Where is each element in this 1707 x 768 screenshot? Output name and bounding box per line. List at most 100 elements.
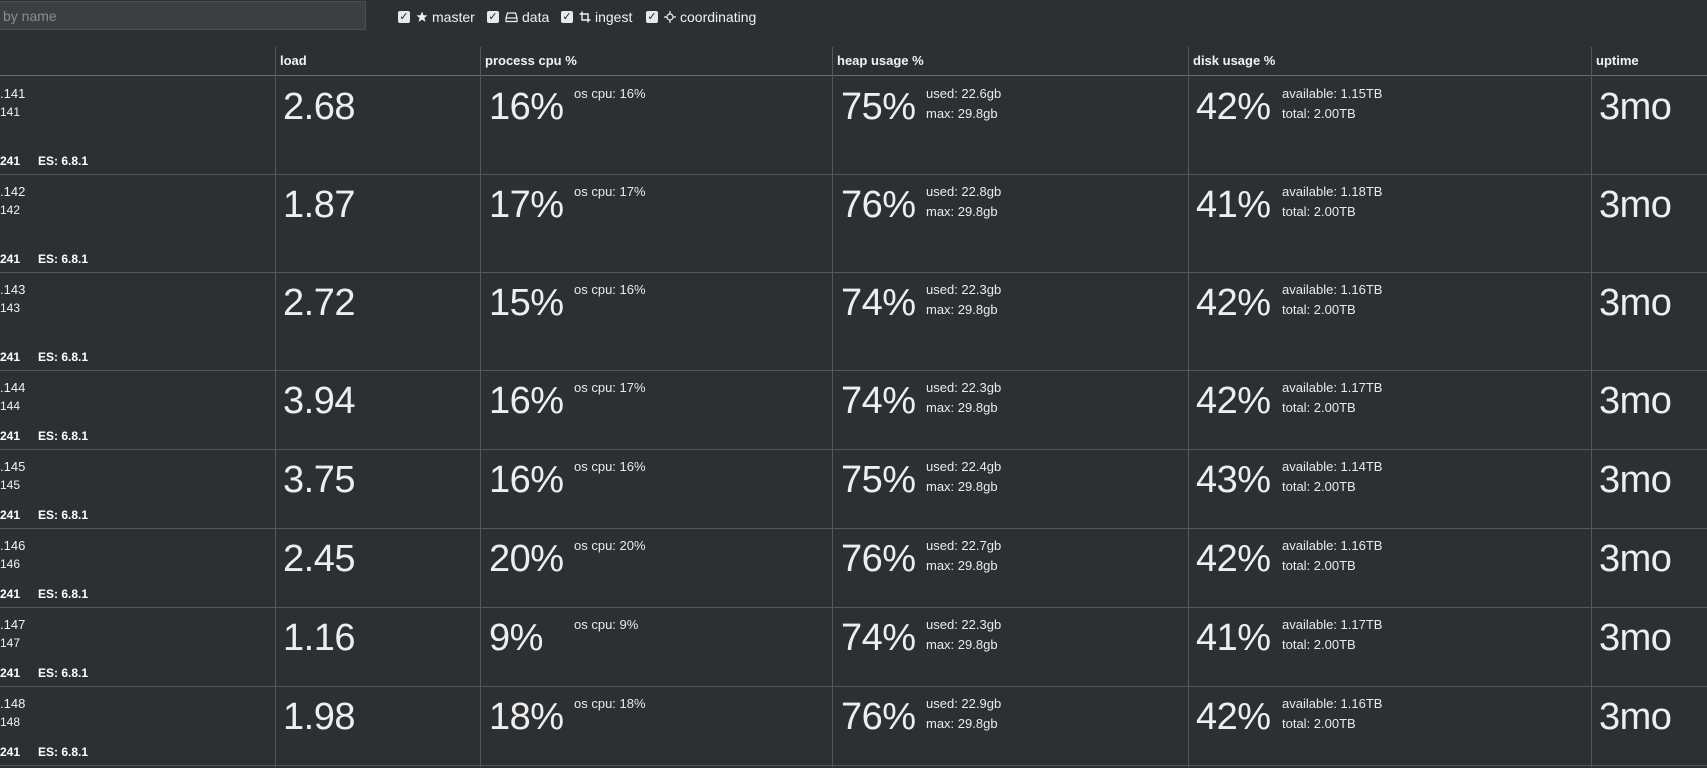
table-row[interactable]: .145 145 241 ES: 6.8.1 3.75 16% os cpu: 1… <box>0 449 1707 529</box>
disk-available: available: 1.16TB <box>1282 282 1383 297</box>
table-row[interactable]: .146 146 241 ES: 6.8.1 2.45 20% os cpu: 2… <box>0 528 1707 608</box>
data-checkbox[interactable]: ✓ <box>487 10 499 23</box>
heap-used: used: 22.3gb <box>926 380 1002 395</box>
node-id: 241 <box>0 154 21 168</box>
coordinating-checkbox[interactable]: ✓ <box>646 10 658 23</box>
cpu-value: 16% <box>489 86 564 128</box>
drive-icon <box>505 11 518 23</box>
heap-value: 74% <box>841 617 916 659</box>
node-ip: 142 <box>0 203 21 217</box>
node-version: ES: 6.8.1 <box>38 252 89 266</box>
node-footer: 241 ES: 6.8.1 <box>0 587 106 601</box>
heap-used: used: 22.9gb <box>926 696 1002 711</box>
node-version: ES: 6.8.1 <box>38 508 89 522</box>
column-header-uptime[interactable]: uptime <box>1596 53 1639 68</box>
uptime-value: 3mo <box>1599 282 1672 324</box>
uptime-value: 3mo <box>1599 459 1672 501</box>
cpu-value: 15% <box>489 282 564 324</box>
node-id: 241 <box>0 350 21 364</box>
node-host[interactable]: .148 <box>0 696 26 711</box>
table-row[interactable]: .143 143 241 ES: 6.8.1 2.72 15% os cpu: 1… <box>0 272 1707 371</box>
disk-available: available: 1.15TB <box>1282 86 1383 101</box>
node-host[interactable]: .146 <box>0 538 26 553</box>
column-divider <box>832 47 833 767</box>
table-row[interactable]: .144 144 241 ES: 6.8.1 3.94 16% os cpu: 1… <box>0 370 1707 450</box>
column-header-heap[interactable]: heap usage % <box>837 53 924 68</box>
node-footer: 241 ES: 6.8.1 <box>0 508 106 522</box>
node-host[interactable]: .145 <box>0 459 26 474</box>
cpu-value: 17% <box>489 184 564 226</box>
os-cpu-value: os cpu: 16% <box>574 282 646 297</box>
uptime-value: 3mo <box>1599 696 1672 738</box>
disk-value: 42% <box>1196 538 1271 580</box>
table-row[interactable]: .141 141 241 ES: 6.8.1 2.68 16% os cpu: 1… <box>0 76 1707 175</box>
heap-value: 76% <box>841 184 916 226</box>
heap-max: max: 29.8gb <box>926 558 998 573</box>
column-header-cpu[interactable]: process cpu % <box>485 53 577 68</box>
node-host[interactable]: .147 <box>0 617 26 632</box>
filter-data[interactable]: ✓ data <box>487 8 549 26</box>
disk-total: total: 2.00TB <box>1282 716 1356 731</box>
node-version: ES: 6.8.1 <box>38 587 89 601</box>
table-row[interactable]: .148 148 241 ES: 6.8.1 1.98 18% os cpu: 1… <box>0 686 1707 766</box>
node-ip: 146 <box>0 557 21 571</box>
disk-available: available: 1.16TB <box>1282 538 1383 553</box>
node-host[interactable]: .143 <box>0 282 26 297</box>
disk-total: total: 2.00TB <box>1282 479 1356 494</box>
disk-value: 42% <box>1196 380 1271 422</box>
heap-value: 75% <box>841 86 916 128</box>
heap-used: used: 22.3gb <box>926 617 1002 632</box>
node-footer: 241 ES: 6.8.1 <box>0 666 106 680</box>
table-row[interactable]: .147 147 241 ES: 6.8.1 1.16 9% os cpu: 9%… <box>0 607 1707 687</box>
disk-available: available: 1.16TB <box>1282 696 1383 711</box>
heap-max: max: 29.8gb <box>926 302 998 317</box>
node-footer: 241 ES: 6.8.1 <box>0 745 106 759</box>
disk-total: total: 2.00TB <box>1282 637 1356 652</box>
node-version: ES: 6.8.1 <box>38 350 89 364</box>
node-host[interactable]: .141 <box>0 86 26 101</box>
column-divider <box>1188 47 1189 767</box>
load-value: 1.98 <box>283 696 355 738</box>
heap-max: max: 29.8gb <box>926 716 998 731</box>
filter-master[interactable]: ✓ master <box>398 8 475 26</box>
master-checkbox[interactable]: ✓ <box>398 10 410 23</box>
column-header-disk[interactable]: disk usage % <box>1193 53 1276 68</box>
disk-available: available: 1.17TB <box>1282 380 1383 395</box>
filter-ingest-label: ingest <box>595 9 633 25</box>
node-id: 241 <box>0 745 21 759</box>
load-value: 1.87 <box>283 184 355 226</box>
ingest-checkbox[interactable]: ✓ <box>561 10 573 23</box>
table-header: load process cpu % heap usage % disk usa… <box>0 47 1707 76</box>
node-footer: 241 ES: 6.8.1 <box>0 252 106 266</box>
heap-value: 74% <box>841 282 916 324</box>
load-value: 2.45 <box>283 538 355 580</box>
star-icon <box>416 11 428 23</box>
node-host[interactable]: .144 <box>0 380 26 395</box>
node-footer: 241 ES: 6.8.1 <box>0 429 106 443</box>
filter-coordinating[interactable]: ✓ coordinating <box>646 8 756 26</box>
disk-value: 41% <box>1196 184 1271 226</box>
node-ip: 141 <box>0 105 21 119</box>
node-footer: 241 ES: 6.8.1 <box>0 350 106 364</box>
heap-value: 74% <box>841 380 916 422</box>
filter-master-label: master <box>432 9 475 25</box>
node-ip: 147 <box>0 636 21 650</box>
heap-max: max: 29.8gb <box>926 479 998 494</box>
disk-value: 42% <box>1196 86 1271 128</box>
cpu-value: 20% <box>489 538 564 580</box>
search-input[interactable]: by name <box>0 1 366 30</box>
filter-ingest[interactable]: ✓ ingest <box>561 8 632 26</box>
column-header-load[interactable]: load <box>280 53 307 68</box>
node-ip: 144 <box>0 399 21 413</box>
node-host[interactable]: .142 <box>0 184 26 199</box>
uptime-value: 3mo <box>1599 86 1672 128</box>
node-version: ES: 6.8.1 <box>38 666 89 680</box>
table-row[interactable]: .142 142 241 ES: 6.8.1 1.87 17% os cpu: 1… <box>0 174 1707 273</box>
uptime-value: 3mo <box>1599 538 1672 580</box>
node-id: 241 <box>0 429 21 443</box>
disk-value: 41% <box>1196 617 1271 659</box>
node-id: 241 <box>0 252 21 266</box>
cpu-value: 16% <box>489 380 564 422</box>
load-value: 3.94 <box>283 380 355 422</box>
crosshair-icon <box>664 11 676 23</box>
